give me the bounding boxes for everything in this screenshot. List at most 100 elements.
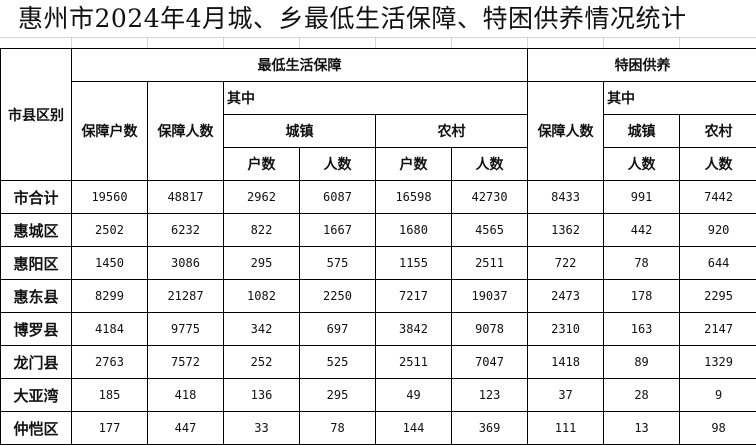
header-dibao-households[interactable]: 保障户数 xyxy=(71,81,148,181)
value-cell[interactable]: 2473 xyxy=(527,279,605,313)
value-cell[interactable]: 442 xyxy=(603,213,681,247)
header-urban-persons[interactable]: 人数 xyxy=(299,147,376,181)
value-cell[interactable]: 9 xyxy=(679,378,756,412)
header-rural-households[interactable]: 户数 xyxy=(375,147,452,181)
value-cell[interactable]: 252 xyxy=(223,345,300,379)
value-cell[interactable]: 19037 xyxy=(450,279,529,313)
value-cell[interactable]: 369 xyxy=(450,411,529,445)
header-dibao-rural[interactable]: 农村 xyxy=(374,114,529,148)
value-cell[interactable]: 33 xyxy=(223,411,300,445)
value-cell[interactable]: 7047 xyxy=(450,345,529,379)
header-dibao-persons[interactable]: 保障人数 xyxy=(147,81,224,181)
value-cell[interactable]: 177 xyxy=(71,411,148,445)
value-cell[interactable]: 9775 xyxy=(147,312,224,346)
value-cell[interactable]: 4565 xyxy=(450,213,529,247)
value-cell[interactable]: 78 xyxy=(299,411,376,445)
value-cell[interactable]: 13 xyxy=(603,411,681,445)
value-cell[interactable]: 9078 xyxy=(450,312,529,346)
value-cell[interactable]: 8299 xyxy=(71,279,148,313)
value-cell[interactable]: 111 xyxy=(527,411,605,445)
header-tekun-persons[interactable]: 保障人数 xyxy=(527,81,605,181)
value-cell[interactable]: 1418 xyxy=(527,345,605,379)
header-urban-households[interactable]: 户数 xyxy=(223,147,300,181)
value-cell[interactable]: 2511 xyxy=(375,345,452,379)
value-cell[interactable]: 49 xyxy=(375,378,452,412)
value-cell[interactable]: 178 xyxy=(603,279,681,313)
region-name-cell[interactable]: 博罗县 xyxy=(0,312,72,346)
value-cell[interactable]: 78 xyxy=(603,246,681,280)
value-cell[interactable]: 722 xyxy=(527,246,605,280)
header-tekun-urban-persons[interactable]: 人数 xyxy=(603,147,681,181)
value-cell[interactable]: 447 xyxy=(147,411,224,445)
region-name-cell[interactable]: 惠东县 xyxy=(0,279,72,313)
value-cell[interactable]: 3842 xyxy=(375,312,452,346)
header-tekun[interactable]: 特困供养 xyxy=(527,48,756,82)
table-row: 龙门县 2763 7572 252 525 2511 7047 1418 89 1329 xyxy=(0,345,756,379)
value-cell[interactable]: 1667 xyxy=(299,213,376,247)
value-cell[interactable]: 2295 xyxy=(679,279,756,313)
value-cell[interactable]: 2502 xyxy=(71,213,148,247)
value-cell[interactable]: 7217 xyxy=(375,279,452,313)
value-cell[interactable]: 4184 xyxy=(71,312,148,346)
value-cell[interactable]: 822 xyxy=(223,213,300,247)
value-cell[interactable]: 575 xyxy=(299,246,376,280)
value-cell[interactable]: 295 xyxy=(299,378,376,412)
value-cell[interactable]: 8433 xyxy=(527,180,605,214)
value-cell[interactable]: 2250 xyxy=(299,279,376,313)
region-name-cell[interactable]: 惠城区 xyxy=(0,213,72,247)
value-cell[interactable]: 295 xyxy=(223,246,300,280)
header-dibao-of-which[interactable]: 其中 xyxy=(222,81,529,115)
value-cell[interactable]: 123 xyxy=(450,378,529,412)
value-cell[interactable]: 16598 xyxy=(375,180,452,214)
value-cell[interactable]: 697 xyxy=(299,312,376,346)
header-dibao[interactable]: 最低生活保障 xyxy=(70,48,529,82)
header-tekun-urban[interactable]: 城镇 xyxy=(603,114,681,148)
value-cell[interactable]: 342 xyxy=(223,312,300,346)
value-cell[interactable]: 89 xyxy=(603,345,681,379)
header-tekun-rural-persons[interactable]: 人数 xyxy=(679,147,756,181)
value-cell[interactable]: 2763 xyxy=(71,345,148,379)
header-tekun-of-which[interactable]: 其中 xyxy=(603,81,756,115)
value-cell[interactable]: 1362 xyxy=(527,213,605,247)
value-cell[interactable]: 37 xyxy=(527,378,605,412)
value-cell[interactable]: 19560 xyxy=(71,180,148,214)
value-cell[interactable]: 2511 xyxy=(450,246,529,280)
value-cell[interactable]: 1082 xyxy=(223,279,300,313)
value-cell[interactable]: 525 xyxy=(299,345,376,379)
header-region[interactable]: 市县区别 xyxy=(0,48,72,181)
value-cell[interactable]: 2147 xyxy=(679,312,756,346)
value-cell[interactable]: 136 xyxy=(223,378,300,412)
region-name-cell[interactable]: 龙门县 xyxy=(0,345,72,379)
value-cell[interactable]: 7442 xyxy=(679,180,756,214)
region-name-cell[interactable]: 惠阳区 xyxy=(0,246,72,280)
header-dibao-urban[interactable]: 城镇 xyxy=(223,114,376,148)
value-cell[interactable]: 1450 xyxy=(71,246,148,280)
value-cell[interactable]: 1680 xyxy=(375,213,452,247)
header-rural-persons[interactable]: 人数 xyxy=(450,147,529,181)
value-cell[interactable]: 28 xyxy=(603,378,681,412)
region-name-cell[interactable]: 大亚湾 xyxy=(0,378,72,412)
value-cell[interactable]: 3086 xyxy=(147,246,224,280)
region-name-cell[interactable]: 市合计 xyxy=(0,180,72,214)
value-cell[interactable]: 185 xyxy=(71,378,148,412)
value-cell[interactable]: 2962 xyxy=(223,180,300,214)
value-cell[interactable]: 98 xyxy=(679,411,756,445)
value-cell[interactable]: 21287 xyxy=(147,279,224,313)
value-cell[interactable]: 48817 xyxy=(147,180,224,214)
value-cell[interactable]: 991 xyxy=(603,180,681,214)
value-cell[interactable]: 2310 xyxy=(527,312,605,346)
value-cell[interactable]: 42730 xyxy=(450,180,529,214)
value-cell[interactable]: 144 xyxy=(375,411,452,445)
value-cell[interactable]: 418 xyxy=(147,378,224,412)
value-cell[interactable]: 7572 xyxy=(147,345,224,379)
value-cell[interactable]: 644 xyxy=(679,246,756,280)
sheet-title[interactable]: 惠州市2024年4月城、乡最低生活保障、特困供养情况统计 xyxy=(0,0,756,38)
value-cell[interactable]: 6232 xyxy=(147,213,224,247)
value-cell[interactable]: 1329 xyxy=(679,345,756,379)
value-cell[interactable]: 163 xyxy=(603,312,681,346)
value-cell[interactable]: 1155 xyxy=(375,246,452,280)
value-cell[interactable]: 6087 xyxy=(299,180,376,214)
value-cell[interactable]: 920 xyxy=(679,213,756,247)
header-tekun-rural[interactable]: 农村 xyxy=(679,114,756,148)
region-name-cell[interactable]: 仲恺区 xyxy=(0,411,72,445)
